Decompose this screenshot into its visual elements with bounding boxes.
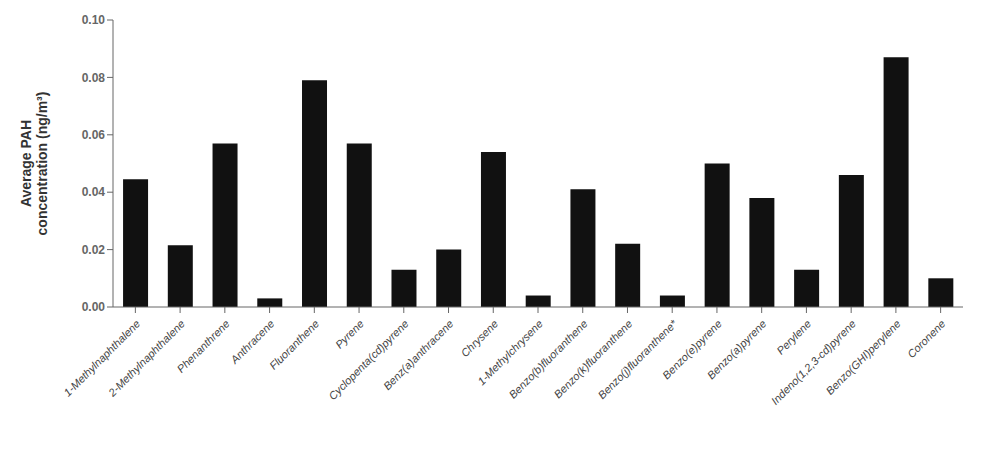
svg-text:Anthracene: Anthracene: [228, 317, 277, 366]
svg-text:0.00: 0.00: [82, 300, 106, 314]
svg-text:Average PAHconcentration (ng/m: Average PAHconcentration (ng/m³): [18, 92, 51, 236]
svg-text:Benzo(e)pyrene: Benzo(e)pyrene: [660, 317, 724, 382]
svg-text:Coronene: Coronene: [905, 317, 948, 360]
svg-text:0.02: 0.02: [82, 243, 106, 257]
svg-text:Benzo(GHI)perylene: Benzo(GHI)perylene: [823, 317, 902, 396]
svg-text:Indeno(1,2,3-cd)pyrene: Indeno(1,2,3-cd)pyrene: [769, 317, 858, 406]
svg-text:Benzo(j)fluoranthene*: Benzo(j)fluoranthene*: [595, 317, 679, 401]
svg-text:Benzo(k)fluoranthene: Benzo(k)fluoranthene: [552, 317, 635, 400]
svg-text:1-Methylchrysene: 1-Methylchrysene: [475, 317, 545, 388]
svg-text:Benz(a)anthracene: Benz(a)anthracene: [381, 317, 456, 392]
svg-text:Cyclopenta(cd)pyrene: Cyclopenta(cd)pyrene: [326, 317, 411, 402]
svg-text:0.04: 0.04: [82, 185, 106, 199]
svg-text:Perylene: Perylene: [774, 317, 813, 356]
svg-text:Chrysene: Chrysene: [458, 317, 500, 359]
svg-text:Fluoranthene: Fluoranthene: [267, 317, 321, 371]
svg-text:0.10: 0.10: [82, 13, 106, 27]
svg-text:0.08: 0.08: [82, 71, 106, 85]
svg-text:Phenanthrene: Phenanthrene: [174, 317, 231, 374]
svg-text:Benzo(b)fluoranthene: Benzo(b)fluoranthene: [506, 317, 589, 400]
svg-text:Pyrene: Pyrene: [333, 317, 366, 350]
svg-text:2-Methylnaphthalene: 2-Methylnaphthalene: [105, 317, 187, 399]
svg-text:1-Methylnaphthalene: 1-Methylnaphthalene: [61, 317, 142, 398]
svg-text:Benzo(a)pyrene: Benzo(a)pyrene: [705, 317, 769, 381]
svg-text:0.06: 0.06: [82, 128, 106, 142]
